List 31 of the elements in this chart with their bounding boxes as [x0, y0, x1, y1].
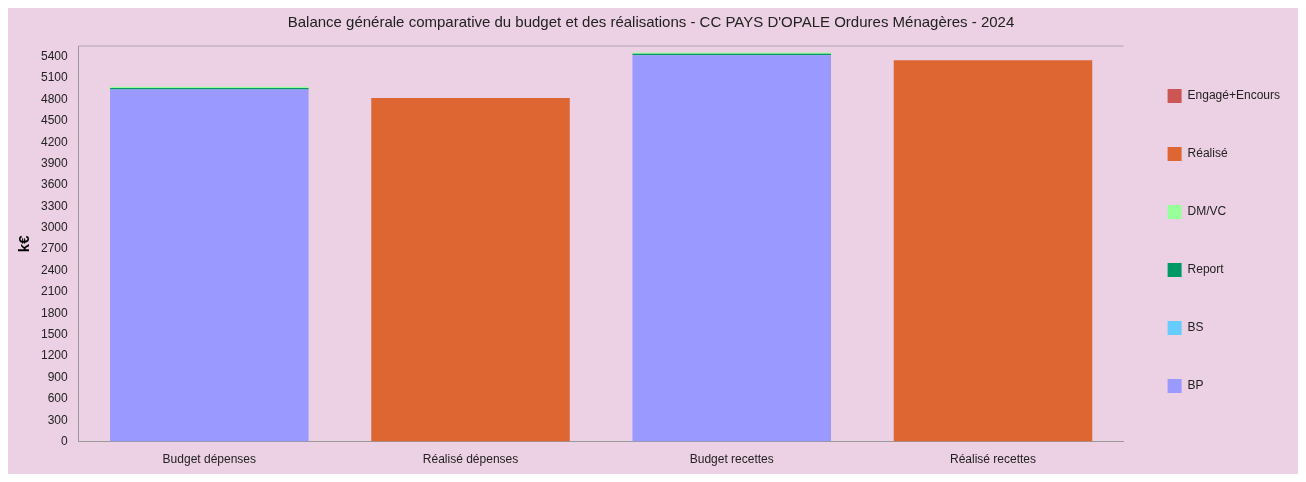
y-tick-label: 5100: [40, 70, 69, 85]
y-tick-label: 0: [61, 433, 69, 448]
legend-label: DM/VC: [1187, 204, 1227, 219]
y-tick-label: 4200: [40, 134, 69, 149]
y-tick-label: 3300: [40, 198, 69, 213]
x-tick-label: Budget dépenses: [162, 452, 257, 467]
y-tick-label: 1200: [40, 348, 69, 363]
y-tick-label: 2400: [40, 262, 69, 277]
y-tick-label: 3000: [40, 220, 69, 235]
legend-label: BS: [1187, 320, 1204, 335]
y-tick-label: 1800: [40, 305, 69, 320]
y-tick-label: 4800: [40, 91, 69, 106]
legend-label: Report: [1187, 262, 1225, 277]
y-tick-label: 300: [47, 412, 69, 427]
x-tick-label: Réalisé recettes: [949, 452, 1037, 467]
y-tick-label: 2700: [40, 241, 69, 256]
x-tick-label: Budget recettes: [689, 452, 774, 467]
y-tick-label: 900: [47, 369, 69, 384]
y-tick-label: 3600: [40, 177, 69, 192]
y-tick-label: 3900: [40, 155, 69, 170]
legend-label: BP: [1187, 378, 1204, 393]
x-tick-label: Réalisé dépenses: [422, 452, 519, 467]
y-tick-label: 1500: [40, 326, 69, 341]
y-axis-title: k€: [15, 234, 33, 253]
legend-label: Réalisé: [1187, 146, 1228, 161]
y-tick-label: 4500: [40, 113, 69, 128]
y-tick-label: 600: [47, 391, 69, 406]
y-tick-label: 2100: [40, 284, 69, 299]
chart-title: Balance générale comparative du budget et des réalisations - CC PAYS D'OPALE Ordures Ménagères - 2024: [287, 13, 1015, 31]
legend-label: Engagé+Encours: [1187, 88, 1280, 103]
y-tick-label: 5400: [40, 49, 69, 63]
